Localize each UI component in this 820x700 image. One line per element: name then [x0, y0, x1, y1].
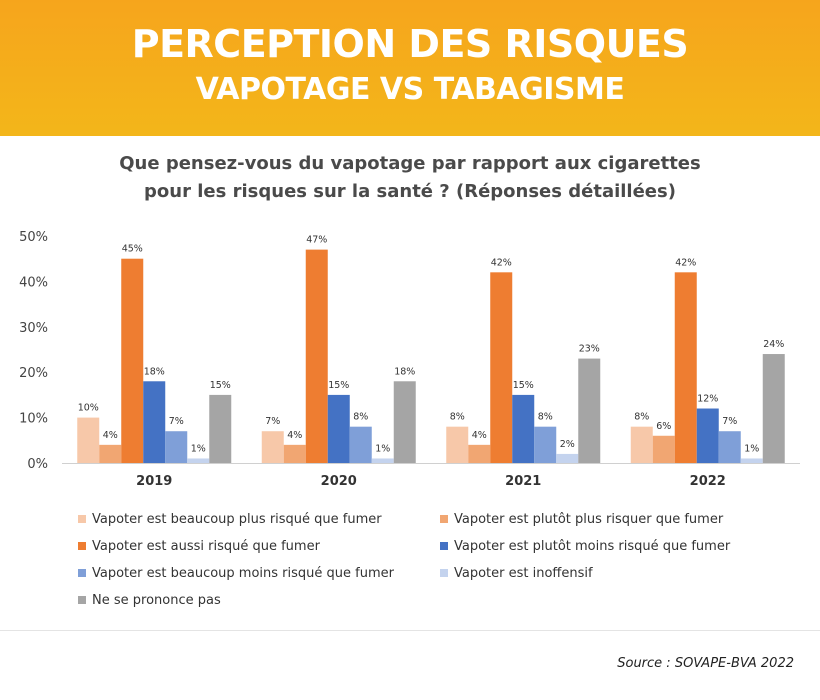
bar: [718, 431, 741, 463]
chart-question: Que pensez-vous du vapotage par rapport …: [0, 150, 820, 206]
bar: [283, 444, 306, 463]
bar: [143, 381, 166, 463]
legend-swatch: [78, 595, 86, 604]
data-label: 18%: [144, 366, 165, 377]
bar: [512, 394, 535, 463]
data-label: 4%: [287, 430, 302, 441]
x-tick-label: 2021: [505, 474, 541, 489]
legend-entry: Vapoter est beaucoup plus risqué que fum…: [78, 512, 382, 527]
bar: [371, 458, 394, 463]
data-label: 4%: [472, 430, 487, 441]
bar: [762, 354, 785, 463]
chart-question-line2: pour les risques sur la santé ? (Réponse…: [144, 181, 676, 202]
bar: [99, 444, 122, 463]
data-label: 8%: [538, 412, 553, 423]
x-tick-label: 2020: [321, 474, 357, 489]
divider: [0, 630, 820, 631]
legend-entry: Ne se prononce pas: [78, 593, 221, 608]
bar: [696, 408, 719, 463]
data-label: 12%: [697, 394, 718, 405]
bar: [349, 426, 372, 463]
bar: [187, 458, 210, 463]
bar: [165, 431, 188, 463]
legend-swatch: [78, 568, 86, 577]
bar: [740, 458, 763, 463]
bar: [121, 258, 144, 463]
bar: [393, 381, 416, 463]
bar: [261, 431, 284, 463]
data-label: 15%: [210, 380, 231, 391]
bar: [534, 426, 557, 463]
legend-label: Vapoter est plutôt moins risqué que fume…: [454, 539, 731, 554]
data-label: 7%: [722, 416, 737, 427]
bar: [77, 417, 100, 463]
data-label: 7%: [169, 416, 184, 427]
bar: [327, 394, 350, 463]
data-label: 7%: [265, 416, 280, 427]
data-label: 18%: [394, 366, 415, 377]
legend-label: Vapoter est inoffensif: [454, 566, 593, 581]
data-label: 1%: [191, 443, 206, 454]
legend-swatch: [78, 541, 86, 550]
data-label: 47%: [306, 235, 327, 246]
data-label: 45%: [122, 244, 143, 255]
chart-question-line1: Que pensez-vous du vapotage par rapport …: [119, 153, 701, 174]
page-title: PERCEPTION DES RISQUES: [131, 22, 689, 66]
x-tick-label: 2022: [690, 474, 726, 489]
data-label: 42%: [491, 257, 512, 268]
bar: [652, 435, 675, 463]
legend-swatch: [440, 541, 448, 550]
bar: [305, 249, 328, 463]
legend-swatch: [78, 514, 86, 523]
legend-swatch: [440, 568, 448, 577]
y-tick-label: 50%: [19, 230, 48, 245]
data-label: 1%: [375, 443, 390, 454]
legend-label: Ne se prononce pas: [92, 593, 221, 608]
bar: [674, 272, 697, 463]
bar-chart: 0% 10% 20% 30% 40% 50% 10% 4% 45% 18% 7% 1% 15% 2019 7…: [19, 230, 800, 489]
y-tick-label: 0%: [27, 457, 48, 472]
bar: [209, 394, 232, 463]
legend-swatch: [440, 514, 448, 523]
legend-label: Vapoter est beaucoup moins risqué que fu…: [92, 566, 394, 581]
header-banner: PERCEPTION DES RISQUES VAPOTAGE VS TABAG…: [0, 0, 820, 136]
bar: [468, 444, 491, 463]
data-label: 6%: [656, 421, 671, 432]
source-note: Source : SOVAPE-BVA 2022: [617, 656, 794, 671]
data-label: 2%: [560, 439, 575, 450]
data-label: 10%: [78, 403, 99, 414]
data-label: 15%: [328, 380, 349, 391]
legend-label: Vapoter est plutôt plus risquer que fume…: [454, 512, 724, 527]
legend-entry: Vapoter est aussi risqué que fumer: [78, 539, 320, 554]
data-label: 23%: [579, 344, 600, 355]
data-label: 1%: [744, 443, 759, 454]
y-tick-label: 30%: [19, 321, 48, 336]
data-label: 8%: [353, 412, 368, 423]
data-label: 8%: [634, 412, 649, 423]
page-subtitle: VAPOTAGE VS TABAGISME: [195, 72, 625, 107]
y-tick-label: 20%: [19, 366, 48, 381]
legend-entry: Vapoter est plutôt moins risqué que fume…: [440, 539, 730, 554]
bar: [556, 453, 579, 463]
data-label: 15%: [513, 380, 534, 391]
legend-entry: Vapoter est plutôt plus risquer que fume…: [440, 512, 723, 527]
legend-label: Vapoter est aussi risqué que fumer: [92, 539, 320, 554]
legend-label: Vapoter est beaucoup plus risqué que fum…: [92, 512, 382, 527]
bar: [578, 358, 601, 463]
data-label: 42%: [675, 257, 696, 268]
legend-entry: Vapoter est beaucoup moins risqué que fu…: [78, 566, 394, 581]
x-tick-label: 2019: [136, 474, 172, 489]
legend-entry: Vapoter est inoffensif: [440, 566, 593, 581]
bar: [446, 426, 469, 463]
bar: [630, 426, 653, 463]
y-tick-label: 10%: [19, 412, 48, 427]
data-label: 8%: [450, 412, 465, 423]
data-label: 24%: [763, 339, 784, 350]
y-tick-label: 40%: [19, 275, 48, 290]
data-label: 4%: [103, 430, 118, 441]
bar: [490, 272, 513, 463]
